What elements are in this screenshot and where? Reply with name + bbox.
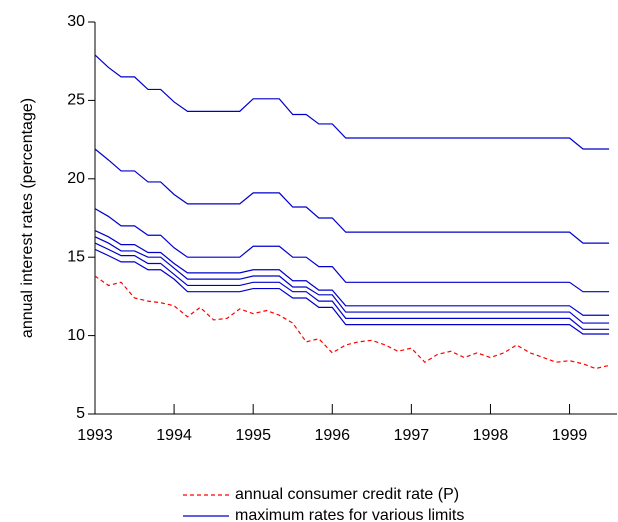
y-tick-label: 25 — [67, 92, 85, 109]
series-line — [94, 230, 610, 316]
y-axis-label: annual interest rates (percentage) — [19, 98, 36, 338]
legend-label: annual consumer credit rate (P) — [235, 486, 459, 503]
series-line — [94, 275, 610, 370]
series-line — [94, 148, 610, 244]
series-line — [94, 208, 610, 293]
y-tick-label: 10 — [67, 327, 85, 344]
y-tick-label: 30 — [67, 13, 85, 30]
x-tick-label: 1993 — [77, 427, 113, 444]
y-tick-label: 15 — [67, 248, 85, 265]
x-tick-label: 1995 — [235, 427, 271, 444]
x-tick-label: 1999 — [552, 427, 588, 444]
x-tick-label: 1997 — [394, 427, 430, 444]
x-tick-label: 1998 — [473, 427, 509, 444]
x-tick-label: 1996 — [314, 427, 350, 444]
series-line — [94, 54, 610, 150]
y-tick-label: 5 — [76, 405, 85, 422]
series-line — [94, 236, 610, 324]
x-tick-label: 1994 — [156, 427, 192, 444]
series-line — [94, 248, 610, 335]
legend-label: maximum rates for various limits — [235, 507, 464, 522]
y-tick-label: 20 — [67, 170, 85, 187]
series-line — [94, 242, 610, 330]
